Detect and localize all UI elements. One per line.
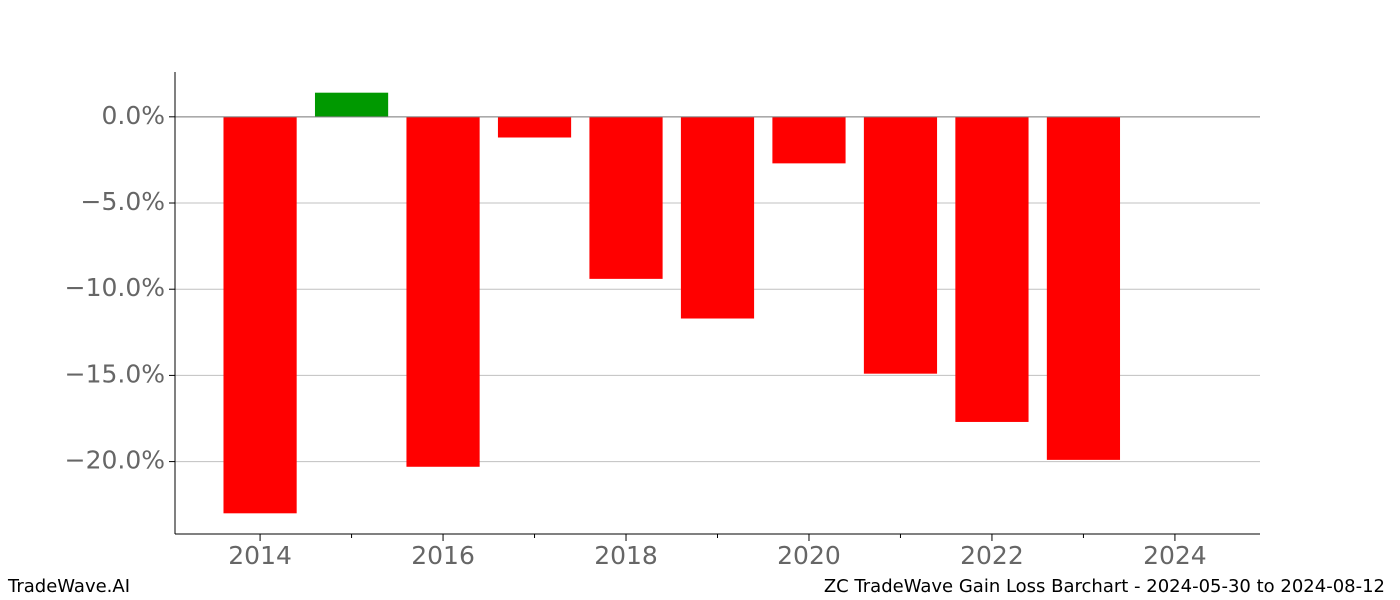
watermark: TradeWave.AI: [7, 576, 130, 597]
x-tick-label: 2018: [594, 541, 658, 570]
bar: [406, 116, 480, 467]
y-tick-label: −15.0%: [65, 359, 165, 388]
bar: [223, 116, 297, 514]
y-tick-label: −5.0%: [81, 187, 165, 216]
bar: [1046, 116, 1121, 460]
y-tick-label: −10.0%: [65, 273, 165, 302]
bar: [955, 116, 1029, 422]
bar: [680, 116, 755, 319]
y-tick-label: −20.0%: [65, 446, 165, 475]
bar: [772, 116, 846, 164]
x-tick-label: 2022: [960, 541, 1024, 570]
chart-title: ZC TradeWave Gain Loss Barchart - 2024-0…: [824, 576, 1385, 597]
bar: [589, 116, 663, 279]
x-tick-label: 2020: [777, 541, 841, 570]
bar: [314, 92, 389, 117]
y-tick-label: 0.0%: [101, 101, 165, 130]
bar: [497, 116, 572, 138]
bar: [863, 116, 938, 374]
x-tick-label: 2016: [411, 541, 475, 570]
x-tick-label: 2014: [228, 541, 292, 570]
x-tick-label: 2024: [1143, 541, 1207, 570]
